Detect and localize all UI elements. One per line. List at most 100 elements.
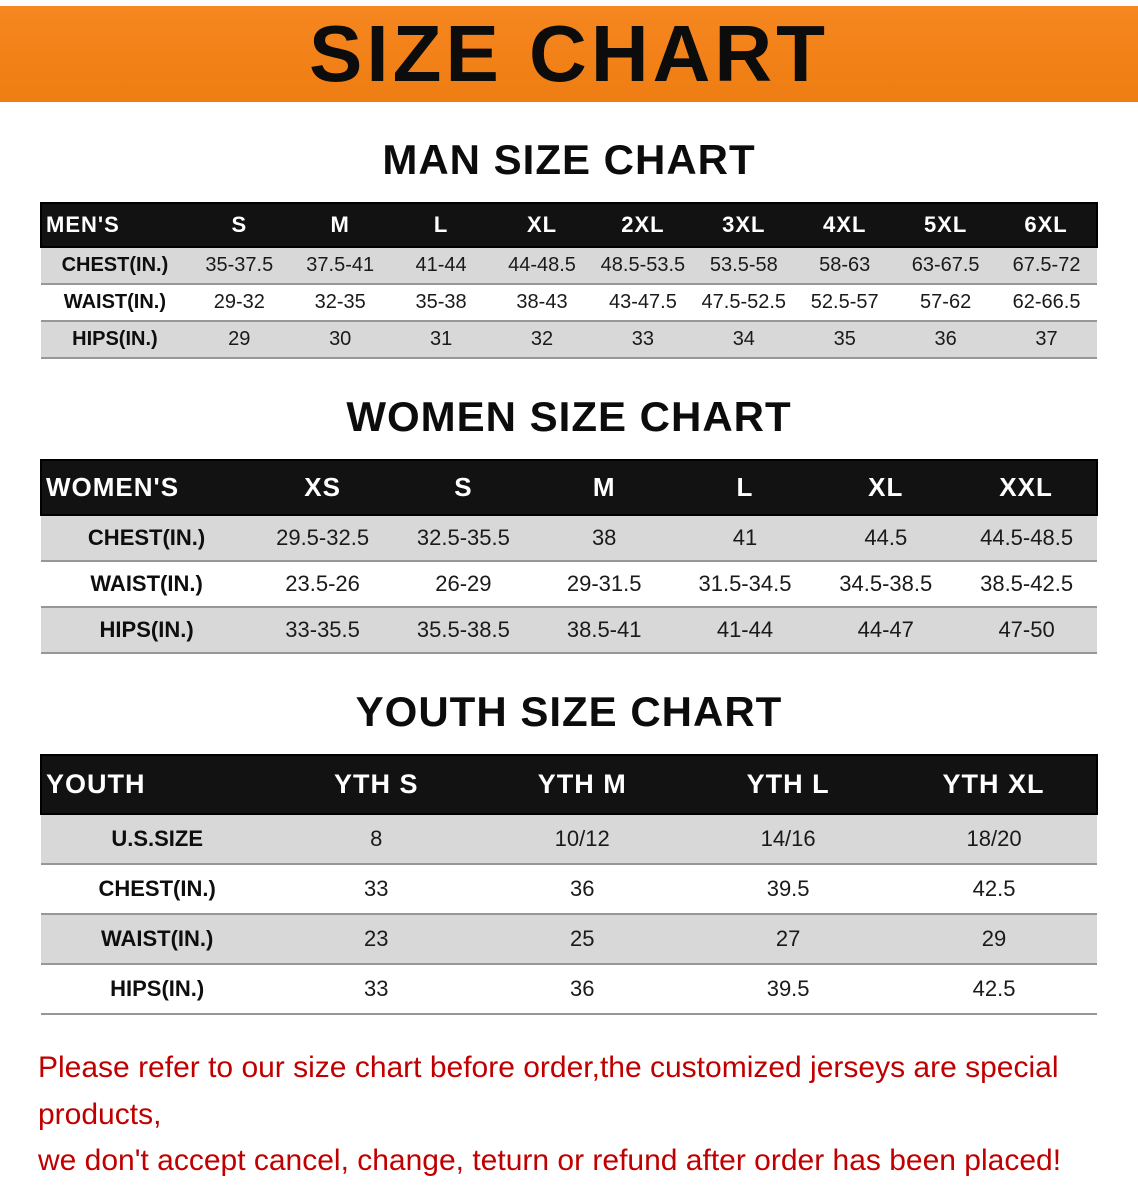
row-label: CHEST(IN.) bbox=[98, 876, 216, 901]
cell: 57-62 bbox=[920, 291, 972, 313]
youth-section-heading: YOUTH SIZE CHART bbox=[355, 688, 783, 735]
cell: 42.5 bbox=[972, 976, 1016, 1001]
cell: 8 bbox=[370, 826, 383, 851]
column-header: XXL bbox=[999, 472, 1053, 502]
cell: 31 bbox=[429, 328, 453, 350]
cell: 42.5 bbox=[972, 876, 1016, 901]
column-header: YTH M bbox=[537, 769, 627, 799]
column-header: 4XL bbox=[823, 212, 867, 237]
cell: 29-32 bbox=[213, 291, 265, 313]
row-label: WAIST(IN.) bbox=[90, 571, 203, 596]
row-label: HIPS(IN.) bbox=[99, 617, 194, 642]
footer-line-2: we don't accept cancel, change, teturn o… bbox=[38, 1144, 1062, 1177]
cell: 36 bbox=[569, 876, 595, 901]
size-chart-page: SIZE CHART MAN SIZE CHART MEN'S S M L XL 2XL 3… bbox=[0, 6, 1138, 1195]
column-header: YTH L bbox=[746, 769, 830, 799]
cell: 38 bbox=[591, 525, 617, 550]
table-header-row: YOUTH YTH S YTH M YTH L YTH XL bbox=[41, 755, 1097, 814]
cell: 38-43 bbox=[516, 291, 568, 313]
cell: 32 bbox=[530, 328, 554, 350]
column-header: XL bbox=[868, 472, 904, 502]
table-row: WAIST(IN.) 23 25 27 29 bbox=[41, 914, 1097, 964]
table-title-cell: WOMEN'S bbox=[46, 472, 180, 502]
row-label: HIPS(IN.) bbox=[72, 328, 158, 350]
cell: 32-35 bbox=[314, 291, 366, 313]
women-section: WOMEN SIZE CHART WOMEN'S XS S M L XL XXL CHEST(… bbox=[0, 393, 1138, 654]
banner: SIZE CHART bbox=[0, 6, 1138, 102]
cell: 58-63 bbox=[819, 254, 871, 276]
column-header: 6XL bbox=[1024, 212, 1068, 237]
youth-size-table: YOUTH YTH S YTH M YTH L YTH XL U.S.SIZE 8 10/12… bbox=[40, 754, 1098, 1015]
table-row: WAIST(IN.) 23.5-26 26-29 29-31.5 31.5-34.5 34… bbox=[41, 561, 1097, 607]
cell: 35.5-38.5 bbox=[416, 617, 510, 642]
men-size-table: MEN'S S M L XL 2XL 3XL 4XL 5XL 6XL CHEST(IN.) 35-37… bbox=[40, 202, 1098, 359]
size-table: YOUTH YTH S YTH M YTH L YTH XL U.S.SIZE 8 10/12… bbox=[40, 754, 1098, 1015]
cell: 10/12 bbox=[554, 826, 610, 851]
row-label: U.S.SIZE bbox=[111, 826, 203, 851]
cell: 62-66.5 bbox=[1012, 291, 1081, 313]
cell: 44-48.5 bbox=[508, 254, 576, 276]
cell: 38.5-42.5 bbox=[980, 571, 1074, 596]
cell: 26-29 bbox=[435, 571, 492, 596]
table-row: CHEST(IN.) 33 36 39.5 42.5 bbox=[41, 864, 1097, 914]
row-label: WAIST(IN.) bbox=[100, 926, 214, 951]
youth-section: YOUTH SIZE CHART YOUTH YTH S YTH M YTH L YTH… bbox=[0, 688, 1138, 1015]
column-header: M bbox=[330, 212, 350, 237]
footer-note: Please refer to our size chart before or… bbox=[38, 1045, 1100, 1185]
cell: 23.5-26 bbox=[285, 571, 360, 596]
cell: 31.5-34.5 bbox=[698, 571, 792, 596]
cell: 41-44 bbox=[716, 617, 774, 642]
table-row: U.S.SIZE 8 10/12 14/16 18/20 bbox=[41, 814, 1097, 864]
row-label: WAIST(IN.) bbox=[63, 291, 167, 313]
men-section: MAN SIZE CHART MEN'S S M L XL 2XL 3XL 4XL 5XL 6XL… bbox=[0, 136, 1138, 359]
column-header: S bbox=[454, 472, 473, 502]
cell: 41-44 bbox=[415, 254, 467, 276]
cell: 47.5-52.5 bbox=[701, 291, 787, 313]
cell: 29 bbox=[228, 328, 251, 350]
size-table: MEN'S S M L XL 2XL 3XL 4XL 5XL 6XL CHEST(IN.) 35-37… bbox=[40, 202, 1098, 359]
women-section-heading: WOMEN SIZE CHART bbox=[346, 393, 792, 440]
column-header: XS bbox=[304, 472, 341, 502]
column-header: XL bbox=[526, 212, 558, 237]
cell: 29-31.5 bbox=[566, 571, 642, 596]
cell: 35-37.5 bbox=[205, 254, 274, 276]
column-header: YTH S bbox=[334, 769, 419, 799]
column-header: M bbox=[592, 472, 616, 502]
row-label: CHEST(IN.) bbox=[61, 254, 169, 276]
cell: 27 bbox=[775, 926, 801, 951]
cell: 23 bbox=[364, 926, 389, 951]
footer-line-1: Please refer to our size chart before or… bbox=[38, 1051, 1059, 1131]
row-label: HIPS(IN.) bbox=[110, 976, 205, 1001]
cell: 25 bbox=[569, 926, 595, 951]
cell: 44.5-48.5 bbox=[980, 525, 1074, 550]
table-row: HIPS(IN.) 33 36 39.5 42.5 bbox=[41, 964, 1097, 1014]
row-label: CHEST(IN.) bbox=[87, 525, 206, 550]
cell: 33 bbox=[364, 876, 389, 901]
cell: 63-67.5 bbox=[911, 254, 980, 276]
table-row: HIPS(IN.) 29 30 31 32 33 34 35 36 37 bbox=[41, 321, 1097, 358]
cell: 39.5 bbox=[766, 976, 810, 1001]
cell: 36 bbox=[569, 976, 595, 1001]
cell: 33-35.5 bbox=[285, 617, 360, 642]
table-row: CHEST(IN.) 35-37.5 37.5-41 41-44 44-48.5 48.5… bbox=[41, 247, 1097, 284]
column-header: 2XL bbox=[621, 212, 665, 237]
cell: 35-38 bbox=[415, 291, 467, 313]
women-size-table: WOMEN'S XS S M L XL XXL CHEST(IN.) 29.5-32.5 32.5… bbox=[40, 459, 1098, 654]
cell: 34.5-38.5 bbox=[839, 571, 933, 596]
cell: 67.5-72 bbox=[1012, 254, 1081, 276]
cell: 29 bbox=[981, 926, 1007, 951]
table-title-cell: MEN'S bbox=[46, 212, 120, 237]
cell: 33 bbox=[631, 328, 655, 350]
cell: 18/20 bbox=[966, 826, 1022, 851]
cell: 33 bbox=[364, 976, 389, 1001]
cell: 30 bbox=[329, 328, 352, 350]
cell: 47-50 bbox=[998, 617, 1055, 642]
column-header: S bbox=[231, 212, 248, 237]
table-row: HIPS(IN.) 33-35.5 35.5-38.5 38.5-41 41-44 44-… bbox=[41, 607, 1097, 653]
men-section-heading: MAN SIZE CHART bbox=[382, 136, 756, 183]
column-header: 5XL bbox=[923, 212, 968, 237]
column-header: YTH XL bbox=[942, 769, 1045, 799]
table-title-cell: YOUTH bbox=[46, 769, 146, 799]
cell: 41 bbox=[732, 525, 758, 550]
cell: 36 bbox=[934, 328, 957, 350]
